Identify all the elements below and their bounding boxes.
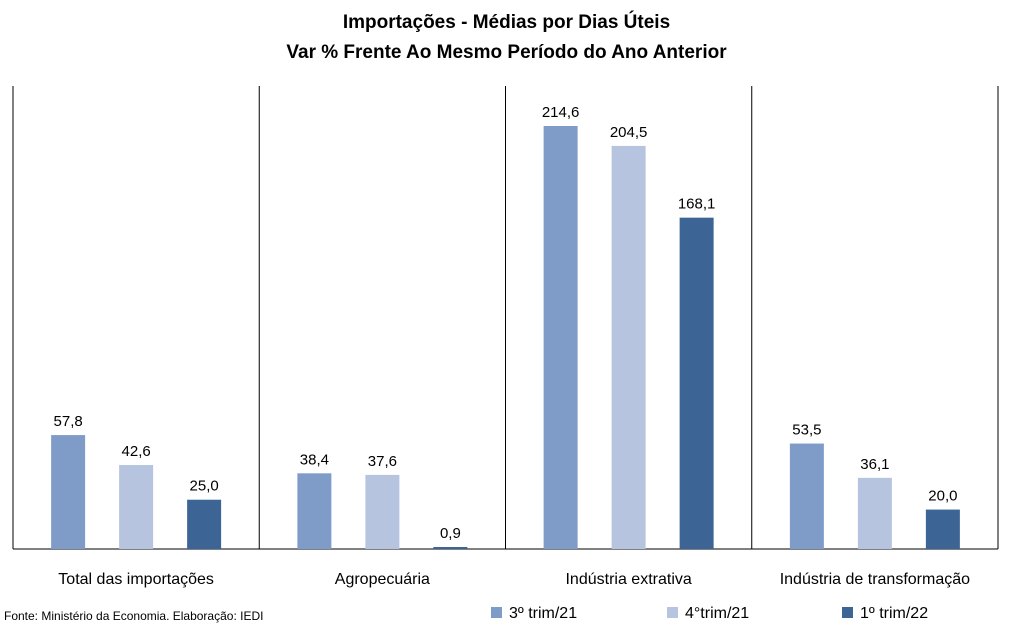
bar (297, 473, 332, 549)
legend-label: 1º trim/22 (860, 605, 928, 622)
chart-subtitle: Var % Frente Ao Mesmo Período do Ano Ant… (286, 42, 727, 63)
chart-title: Importações - Médias por Dias Úteis (342, 12, 671, 33)
data-label: 37,6 (368, 453, 397, 470)
data-label: 53,5 (792, 422, 821, 439)
legend-label: 4°trim/21 (685, 605, 749, 622)
source-note: Fonte: Ministério da Economia. Elaboraçã… (4, 609, 264, 623)
data-label: 0,9 (440, 525, 461, 542)
data-label: 25,0 (190, 478, 219, 495)
bar (119, 465, 154, 549)
data-label: 204,5 (610, 124, 648, 141)
bar (51, 435, 86, 549)
category-label: Agropecuária (335, 571, 430, 588)
category-label: Indústria extrativa (565, 571, 691, 588)
legend-swatch (667, 607, 678, 618)
data-label: 20,0 (928, 488, 957, 505)
category-label: Total das importações (58, 571, 214, 588)
legend-swatch (842, 607, 853, 618)
bar (857, 477, 892, 549)
bar (543, 126, 578, 549)
bar (433, 547, 468, 549)
data-label: 214,6 (542, 104, 580, 121)
bar (611, 145, 646, 549)
data-label: 36,1 (860, 456, 889, 473)
bar (187, 499, 222, 549)
legend-swatch (491, 607, 502, 618)
bar (679, 217, 714, 550)
legend-label: 3º trim/21 (509, 605, 577, 622)
bar (925, 509, 960, 549)
data-label: 38,4 (300, 451, 329, 468)
data-label: 168,1 (678, 196, 716, 213)
data-label: 57,8 (54, 413, 83, 430)
bar (365, 474, 400, 549)
category-label: Indústria de transformação (780, 571, 970, 588)
data-label: 42,6 (122, 443, 151, 460)
bar (789, 443, 824, 549)
